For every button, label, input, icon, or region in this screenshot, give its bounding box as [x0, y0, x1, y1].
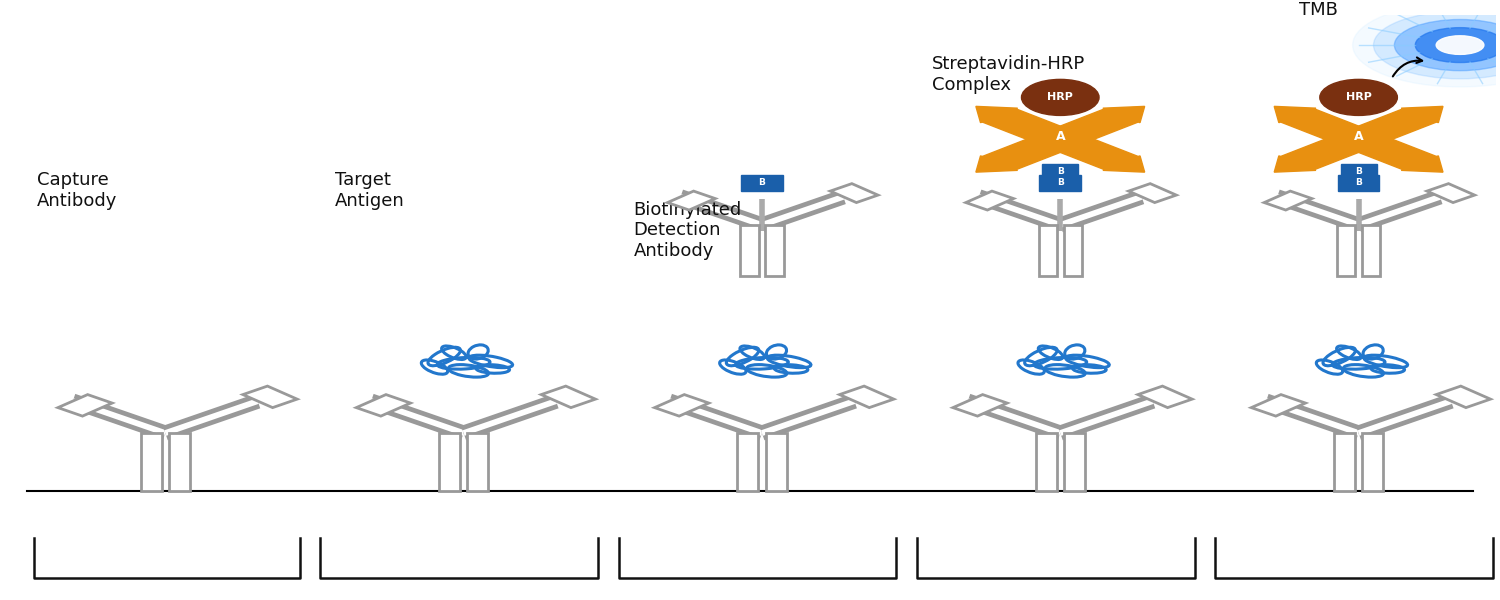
Bar [1264, 191, 1312, 210]
Bar [1064, 225, 1082, 276]
Bar [738, 433, 758, 491]
Circle shape [1416, 28, 1500, 62]
Text: B: B [1354, 167, 1362, 176]
Polygon shape [982, 109, 1138, 170]
Bar [1436, 386, 1491, 407]
Circle shape [1436, 36, 1484, 55]
Text: B: B [1058, 178, 1064, 187]
Bar [440, 433, 460, 491]
Polygon shape [1274, 156, 1316, 172]
Polygon shape [1401, 156, 1443, 172]
Bar [1038, 225, 1058, 276]
Bar [357, 395, 411, 416]
Bar [243, 386, 297, 407]
Bar [966, 191, 1014, 210]
Text: A: A [1056, 130, 1065, 143]
Text: A: A [1354, 130, 1364, 143]
Bar [765, 225, 783, 276]
Bar [1138, 386, 1192, 407]
Bar [1362, 433, 1383, 491]
Bar [831, 184, 878, 203]
Bar [170, 433, 190, 491]
Text: HRP: HRP [1047, 92, 1072, 103]
Bar [654, 395, 710, 416]
Polygon shape [1102, 156, 1144, 172]
Polygon shape [1274, 106, 1316, 122]
Text: Target
Antigen: Target Antigen [336, 172, 405, 210]
Bar [840, 386, 894, 407]
Bar [1334, 433, 1354, 491]
Text: B: B [759, 178, 765, 187]
Text: TMB: TMB [1299, 1, 1338, 19]
Text: Streptavidin-HRP
Complex: Streptavidin-HRP Complex [932, 55, 1084, 94]
Polygon shape [1102, 106, 1144, 122]
Text: B: B [1058, 167, 1064, 176]
Bar [141, 433, 162, 491]
Bar [58, 395, 112, 416]
Bar [1251, 395, 1305, 416]
Bar [1336, 225, 1356, 276]
Polygon shape [1281, 109, 1437, 170]
Circle shape [1395, 20, 1500, 71]
Polygon shape [1281, 109, 1437, 170]
Polygon shape [1401, 106, 1443, 122]
Circle shape [1374, 11, 1500, 79]
Bar [741, 225, 759, 276]
Bar [1064, 433, 1084, 491]
Text: Biotinylated
Detection
Antibody: Biotinylated Detection Antibody [633, 200, 742, 260]
Bar [1426, 184, 1474, 203]
Polygon shape [976, 156, 1017, 172]
Text: Capture
Antibody: Capture Antibody [38, 172, 117, 210]
Text: HRP: HRP [1346, 92, 1371, 103]
Ellipse shape [1022, 79, 1100, 115]
Ellipse shape [1320, 79, 1398, 115]
Bar [468, 433, 488, 491]
Circle shape [1353, 3, 1500, 87]
Text: B: B [1354, 178, 1362, 187]
Polygon shape [982, 109, 1138, 170]
Bar [765, 433, 786, 491]
Bar [1035, 433, 1056, 491]
Bar [1128, 184, 1176, 203]
Bar [668, 191, 716, 210]
Bar [952, 395, 1006, 416]
Polygon shape [976, 106, 1017, 122]
Bar [542, 386, 596, 407]
Bar [1362, 225, 1380, 276]
